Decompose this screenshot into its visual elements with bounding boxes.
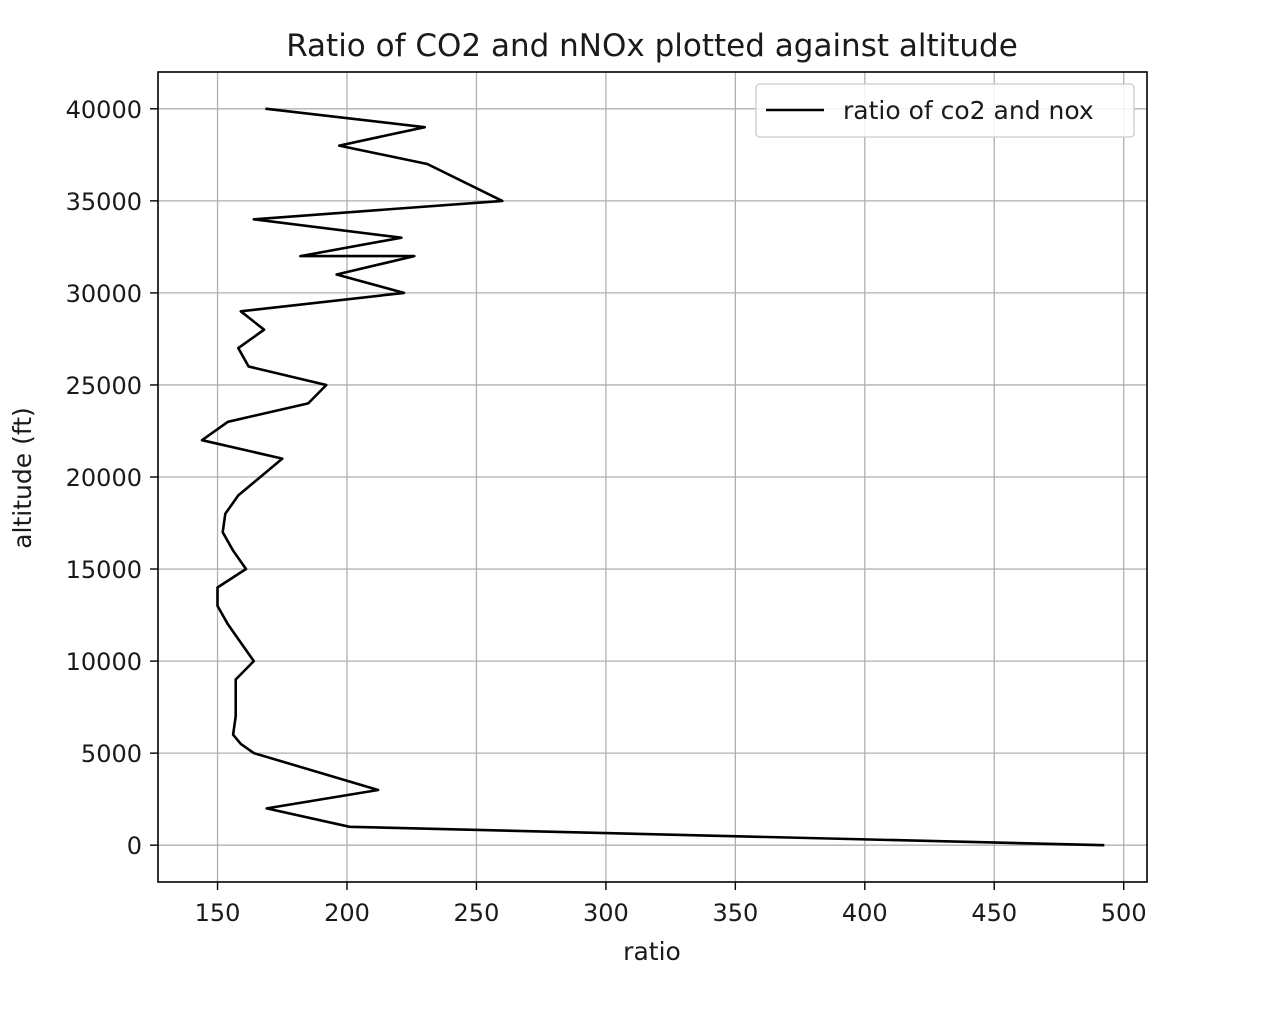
x-tick-label: 500: [1101, 899, 1147, 927]
legend-box: [755, 83, 1135, 138]
series-line: [200, 107, 1105, 847]
y-tick-label: 40000: [66, 96, 142, 124]
chart-title: Ratio of CO2 and nNOx plotted against al…: [286, 28, 1018, 64]
y-tick-label: 35000: [66, 188, 142, 216]
y-tick-label: 30000: [66, 280, 142, 308]
x-tick-label: 350: [712, 899, 758, 927]
x-axis-title: ratio: [623, 937, 681, 966]
y-tick-label: 5000: [81, 740, 142, 768]
y-tick-label: 0: [127, 832, 142, 860]
y-axis-title: altitude (ft): [8, 407, 37, 549]
x-tick-label: 250: [454, 899, 500, 927]
grid-lines: [158, 72, 1147, 882]
y-tick-label: 15000: [66, 556, 142, 584]
x-tick-label: 150: [195, 899, 241, 927]
x-tick-label: 450: [971, 899, 1017, 927]
y-axis-ticks: 0 5000 10000 15000 20000 25000 30000 35000 40000: [66, 96, 158, 860]
x-tick-label: 200: [324, 899, 370, 927]
y-tick-label: 25000: [66, 372, 142, 400]
x-tick-label: 300: [583, 899, 629, 927]
x-tick-label: 400: [842, 899, 888, 927]
data-series: [200, 107, 1105, 847]
x-axis-ticks: 150 200 250 300 350 400 450 500: [195, 882, 1147, 927]
y-tick-label: 20000: [66, 464, 142, 492]
y-tick-label: 10000: [66, 648, 142, 676]
legend: ratio of co2 and nox: [755, 83, 1135, 138]
legend-label: ratio of co2 and nox: [843, 96, 1094, 125]
